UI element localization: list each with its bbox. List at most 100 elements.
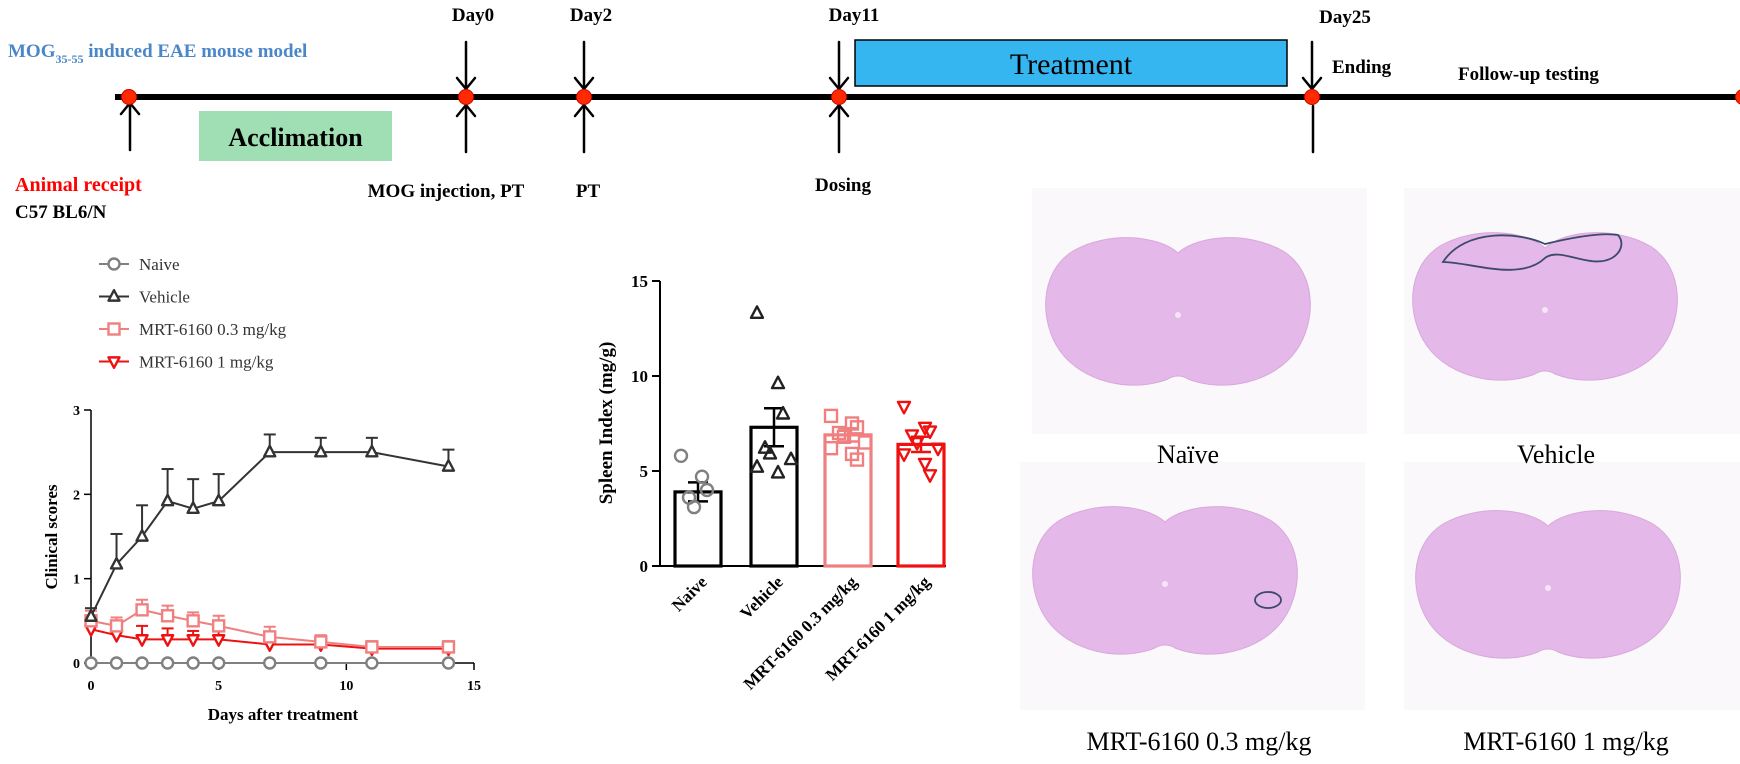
data-point xyxy=(211,493,226,507)
histology-panel: Naïve Vehicle MRT-6160 0.3 mg/kg MRT-616… xyxy=(1020,188,1740,756)
ending-label: Ending xyxy=(1332,57,1392,78)
data-point xyxy=(135,528,149,542)
data-point xyxy=(109,556,124,570)
tissue-body xyxy=(1032,506,1298,655)
data-point xyxy=(441,458,456,472)
line-chart-ticks: 0 1 2 3 0 5 10 15 xyxy=(73,404,481,694)
data-point xyxy=(365,444,379,458)
legend-marker xyxy=(107,322,121,336)
data-point xyxy=(441,640,456,654)
data-point xyxy=(849,420,865,435)
mog-injection-label: MOG injection, PT xyxy=(368,181,525,202)
line-chart-y-tick-label: 0 xyxy=(73,657,80,672)
data-point xyxy=(109,629,124,643)
data-point xyxy=(775,405,791,420)
data-point xyxy=(211,619,226,633)
arrow-up-day2 xyxy=(573,103,595,154)
data-point xyxy=(770,375,786,390)
treatment-box xyxy=(854,39,1288,87)
arrow-down-day25 xyxy=(1301,40,1323,91)
data-point xyxy=(896,400,912,415)
series-naive xyxy=(84,656,456,670)
node-day25 xyxy=(1304,89,1320,105)
bar-group-0: Naive xyxy=(668,448,723,615)
vehicle-lesion-outline xyxy=(1441,233,1623,271)
data-point xyxy=(699,482,715,498)
low-dose-lesion-outline xyxy=(1254,591,1282,609)
line-chart-x-label: Days after treatment xyxy=(208,705,359,724)
data-point xyxy=(186,656,200,670)
data-point xyxy=(263,656,277,670)
bar-chart-y-tick-label: 5 xyxy=(640,462,649,481)
histology-label-high-dose: MRT-6160 1 mg/kg xyxy=(1463,727,1669,756)
data-point xyxy=(314,444,328,458)
bar-group-1: Vehicle xyxy=(736,305,799,623)
arrow-up-day0 xyxy=(455,103,477,154)
data-point xyxy=(823,441,839,456)
legend-label: MRT-6160 1 mg/kg xyxy=(139,353,274,372)
data-point xyxy=(762,445,778,460)
central-canal xyxy=(1175,312,1181,318)
data-point xyxy=(365,656,379,670)
followup-label: Follow-up testing xyxy=(1458,64,1599,85)
day2-label: Day2 xyxy=(570,5,612,26)
data-point xyxy=(749,459,765,473)
timeline-nodes xyxy=(121,89,1740,105)
timeline: MOG35-55 induced EAE mouse model Acclima… xyxy=(8,5,1740,223)
series-line xyxy=(90,451,449,618)
strain-label: C57 BL6/N xyxy=(15,202,107,223)
data-point xyxy=(896,448,912,462)
data-point xyxy=(823,408,839,424)
spinal-cord-section-3 xyxy=(1415,510,1681,659)
data-point xyxy=(365,640,379,654)
histology-label-naive: Naïve xyxy=(1157,440,1219,469)
data-point xyxy=(160,609,175,623)
data-point xyxy=(922,469,938,483)
data-point xyxy=(694,469,710,484)
node-receipt xyxy=(121,89,137,105)
model-subscript: 35-55 xyxy=(56,52,84,66)
tissue-body xyxy=(1415,510,1681,659)
acclimation-box xyxy=(199,111,392,161)
data-point xyxy=(917,421,933,436)
series-vehicle xyxy=(84,433,456,622)
series-line xyxy=(90,608,449,648)
arrow-down-day2 xyxy=(573,40,595,91)
data-point xyxy=(686,499,702,515)
line-chart-y-tick-label: 2 xyxy=(73,488,80,503)
data-point xyxy=(186,614,200,628)
series-mrt-6160-0-3-mg-kg xyxy=(84,598,456,654)
line-chart-plot xyxy=(84,433,456,670)
day11-label: Day11 xyxy=(829,5,880,26)
legend-label: Naive xyxy=(139,255,180,274)
clinical-score-chart: Naive Vehicle MRT-6160 0.3 mg/kg MRT-6160 1… xyxy=(42,255,481,724)
node-day11 xyxy=(831,89,847,105)
data-point xyxy=(84,609,98,622)
data-point xyxy=(160,656,175,670)
data-point xyxy=(109,619,124,633)
tissue-body xyxy=(1045,237,1311,386)
data-point xyxy=(263,444,277,458)
bar-chart-y-tick-label: 0 xyxy=(640,557,649,576)
data-point xyxy=(135,634,149,647)
bar-chart-ticks: 0 5 10 15 xyxy=(631,272,660,576)
data-point xyxy=(783,451,799,466)
arrow-down-day11 xyxy=(828,40,850,91)
line-chart-x-tick-label: 5 xyxy=(215,679,222,694)
legend-marker xyxy=(107,288,121,302)
treatment-label: Treatment xyxy=(1010,48,1133,81)
bar-chart-y-tick-label: 15 xyxy=(631,272,648,291)
day0-label: Day0 xyxy=(452,5,494,26)
data-point xyxy=(211,656,226,670)
series-line xyxy=(90,628,449,650)
data-point xyxy=(770,464,786,479)
bar-group-3: MRT-6160 1 mg/kg xyxy=(822,400,946,684)
data-point xyxy=(904,429,920,443)
data-point xyxy=(922,425,938,440)
data-point xyxy=(757,440,773,454)
line-chart-y-tick-label: 1 xyxy=(73,573,80,588)
data-point xyxy=(211,634,226,647)
